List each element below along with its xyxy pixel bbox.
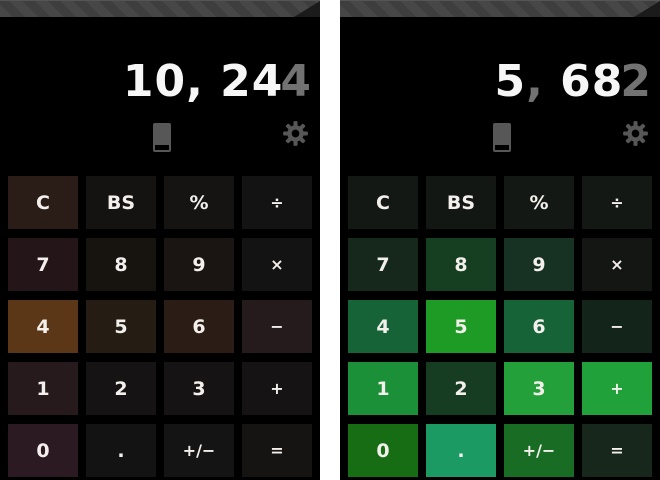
phone-display-icon-slot [155, 145, 169, 150]
settings-gear-icon[interactable] [282, 120, 309, 147]
status-bar [340, 0, 660, 17]
key-5[interactable]: 5 [86, 300, 156, 353]
key-equals[interactable]: = [242, 424, 312, 477]
toolbar [340, 108, 660, 168]
key-7[interactable]: 7 [348, 238, 418, 291]
display-segment: 10, 24 [122, 56, 284, 107]
calculator-panel-brown: 10, 244 C BS% ÷ 7 8 9 × 4 5 6−1 2 3 +0. +/− = [0, 0, 320, 480]
key-6[interactable]: 6 [504, 300, 574, 353]
key-multiply[interactable]: × [242, 238, 312, 291]
key-2[interactable]: 2 [86, 362, 156, 415]
display-segment: 5 [494, 56, 527, 107]
calculator-display: 5, 682 [340, 17, 660, 108]
key-0[interactable]: 0 [348, 424, 418, 477]
key-backspace[interactable]: BS [426, 176, 496, 229]
key-1[interactable]: 1 [8, 362, 78, 415]
key-3[interactable]: 3 [504, 362, 574, 415]
key-decimal[interactable]: . [426, 424, 496, 477]
key-7[interactable]: 7 [8, 238, 78, 291]
phone-display-icon-slot [495, 145, 509, 150]
key-percent[interactable]: % [504, 176, 574, 229]
key-1[interactable]: 1 [348, 362, 418, 415]
key-0[interactable]: 0 [8, 424, 78, 477]
key-3[interactable]: 3 [164, 362, 234, 415]
key-add[interactable]: + [242, 362, 312, 415]
display-segment: 68 [543, 56, 624, 107]
display-segment: , [526, 56, 544, 107]
key-percent[interactable]: % [164, 176, 234, 229]
display-value: 5, 682 [494, 60, 652, 104]
settings-gear-icon[interactable] [622, 120, 649, 147]
key-add[interactable]: + [582, 362, 652, 415]
key-8[interactable]: 8 [86, 238, 156, 291]
key-9[interactable]: 9 [164, 238, 234, 291]
status-bar [0, 0, 320, 17]
phone-display-icon[interactable] [493, 123, 511, 152]
key-subtract[interactable]: − [582, 300, 652, 353]
calculator-display: 10, 244 [0, 17, 320, 108]
keypad: C BS% ÷ 7 8 9 × 4 5 6− 1 2 3 +0. +/− = [0, 168, 320, 480]
key-9[interactable]: 9 [504, 238, 574, 291]
key-6[interactable]: 6 [164, 300, 234, 353]
key-subtract[interactable]: − [242, 300, 312, 353]
key-multiply[interactable]: × [582, 238, 652, 291]
phone-display-icon[interactable] [153, 123, 171, 152]
key-sign[interactable]: +/− [504, 424, 574, 477]
key-8[interactable]: 8 [426, 238, 496, 291]
key-equals[interactable]: = [582, 424, 652, 477]
key-4[interactable]: 4 [8, 300, 78, 353]
key-backspace[interactable]: BS [86, 176, 156, 229]
toolbar [0, 108, 320, 168]
key-clear[interactable]: C [8, 176, 78, 229]
display-value: 10, 244 [123, 60, 312, 104]
key-divide[interactable]: ÷ [582, 176, 652, 229]
key-divide[interactable]: ÷ [242, 176, 312, 229]
key-4[interactable]: 4 [348, 300, 418, 353]
calculator-panel-green: 5, 682 C BS% ÷ 7 8 9 × 4 5 6−1 2 3 +0. +/− = [340, 0, 660, 480]
display-segment: 4 [280, 56, 312, 107]
key-2[interactable]: 2 [426, 362, 496, 415]
keypad: C BS% ÷ 7 8 9 × 4 5 6− 1 2 3 +0. +/− = [340, 168, 660, 480]
key-5[interactable]: 5 [426, 300, 496, 353]
key-sign[interactable]: +/− [164, 424, 234, 477]
key-clear[interactable]: C [348, 176, 418, 229]
display-segment: 2 [620, 56, 652, 107]
key-decimal[interactable]: . [86, 424, 156, 477]
